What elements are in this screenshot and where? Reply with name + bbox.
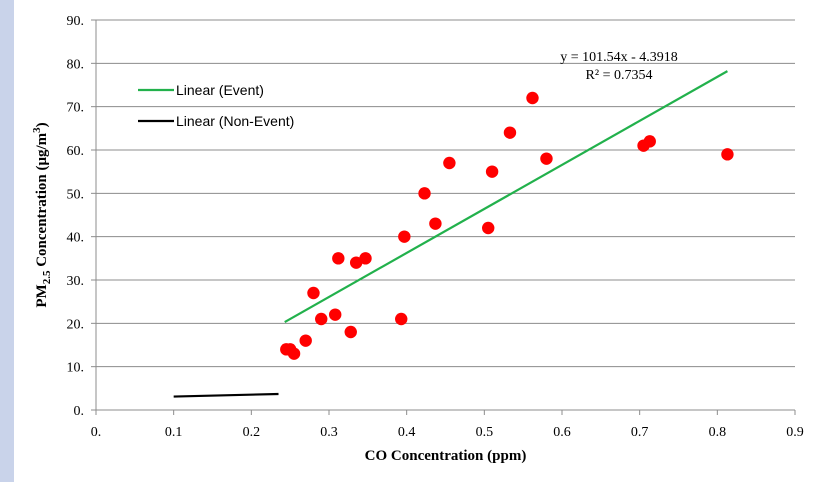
data-point bbox=[643, 135, 656, 148]
x-tick-label: 0.4 bbox=[398, 425, 416, 440]
y-tick-label: 60. bbox=[67, 144, 85, 159]
y-tick-label: 50. bbox=[67, 187, 85, 202]
x-tick-label: 0.6 bbox=[553, 425, 571, 440]
y-axis-title: PM2.5 Concentration (μg/m3) bbox=[31, 122, 53, 307]
trendline-r2: R² = 0.7354 bbox=[586, 68, 653, 83]
y-tick-label: 40. bbox=[67, 231, 85, 246]
x-tick-label: 0.3 bbox=[320, 425, 338, 440]
x-tick-label: 0. bbox=[91, 425, 102, 440]
data-point bbox=[287, 347, 301, 360]
y-tick-label: 90. bbox=[67, 14, 85, 29]
data-point bbox=[344, 325, 357, 339]
trendline-non-event bbox=[173, 392, 279, 398]
x-tick-label: 0.1 bbox=[165, 425, 183, 440]
data-point bbox=[526, 91, 539, 105]
data-point bbox=[503, 126, 517, 139]
y-tick-label: 20. bbox=[67, 317, 85, 332]
data-point bbox=[398, 230, 411, 243]
y-tick-label: 10. bbox=[67, 361, 85, 376]
x-tick-label: 0.9 bbox=[786, 425, 804, 440]
scatter-chart: 0. 10. 20. 30. 40. 50. 60. 70. 80. 90. 0. 0.1 0.2 0.3… bbox=[31, 14, 804, 464]
data-point bbox=[485, 165, 499, 178]
x-tick-label: 0.7 bbox=[631, 425, 649, 440]
trendline-equation: y = 101.54x - 4.3918 bbox=[560, 50, 678, 65]
legend-label-event: Linear (Event) bbox=[176, 82, 264, 98]
data-point bbox=[359, 252, 372, 265]
data-point bbox=[315, 312, 328, 326]
y-tick-label: 70. bbox=[67, 101, 85, 116]
data-point bbox=[307, 286, 320, 300]
data-point bbox=[332, 252, 345, 265]
y-tick-label: 80. bbox=[67, 57, 85, 72]
axes bbox=[91, 19, 796, 415]
data-point bbox=[540, 152, 553, 165]
trendline-event bbox=[284, 70, 728, 323]
data-point bbox=[429, 217, 442, 230]
legend-label-non-event: Linear (Non-Event) bbox=[176, 113, 294, 129]
y-tick-label: 30. bbox=[67, 274, 85, 289]
gridlines bbox=[96, 19, 795, 368]
tick-labels: 0. 10. 20. 30. 40. 50. 60. 70. 80. 90. 0. 0.1 0.2 0.3… bbox=[67, 14, 804, 440]
data-point bbox=[395, 312, 408, 326]
data-point bbox=[329, 308, 342, 321]
trendlines bbox=[173, 70, 728, 398]
x-tick-label: 0.5 bbox=[476, 425, 494, 440]
data-point bbox=[349, 256, 363, 269]
chart-frame: 0. 10. 20. 30. 40. 50. 60. 70. 80. 90. 0. 0.1 0.2 0.3… bbox=[14, 0, 821, 482]
x-tick-label: 0.2 bbox=[243, 425, 260, 440]
y-tick-label: 0. bbox=[74, 404, 85, 419]
x-tick-label: 0.8 bbox=[709, 425, 727, 440]
x-axis-title: CO Concentration (ppm) bbox=[365, 448, 527, 464]
data-point bbox=[418, 187, 431, 200]
data-points bbox=[280, 91, 734, 360]
legend: Linear (Event) Linear (Non-Event) bbox=[138, 82, 294, 129]
data-point bbox=[721, 148, 734, 161]
data-point bbox=[482, 221, 495, 235]
data-point bbox=[299, 334, 312, 347]
data-point bbox=[443, 156, 456, 170]
